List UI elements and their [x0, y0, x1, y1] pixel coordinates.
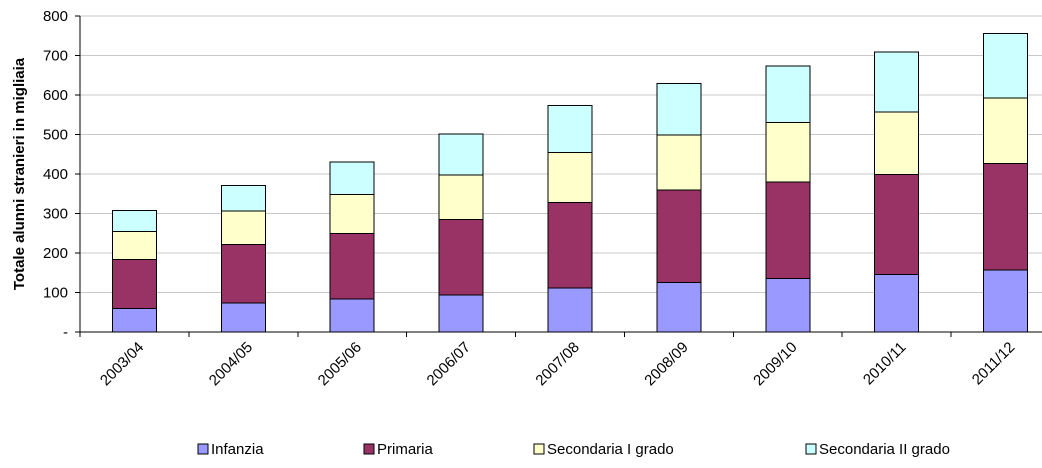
- legend: Infanzia Primaria Secondaria I grado Second…: [197, 441, 950, 458]
- x-tick-label: 2004/05: [206, 339, 256, 389]
- x-tick-label: 2006/07: [424, 339, 474, 389]
- y-tick-label: 600: [43, 87, 68, 104]
- legend-swatch: [805, 443, 817, 455]
- bar-segment: [220, 244, 266, 304]
- legend-swatch: [533, 443, 545, 455]
- legend-item: Secondaria I grado: [533, 441, 674, 458]
- x-tick-label: 2011/12: [969, 339, 1019, 389]
- bar-segment: [329, 232, 375, 300]
- bar-segment: [983, 97, 1029, 165]
- y-tick-label: 500: [43, 127, 68, 144]
- x-tick-labels: 2003/04 2004/05 2005/06 2006/07 2007/08 2008/…: [79, 332, 1019, 389]
- bar-segment: [329, 194, 375, 234]
- y-tick-label: 100: [43, 285, 68, 302]
- bar-segment: [438, 133, 484, 176]
- bar-segment: [983, 32, 1029, 99]
- x-tick-label: 2009/10: [750, 339, 800, 389]
- x-tick-label: 2005/06: [315, 339, 365, 389]
- y-tick-label: 300: [43, 206, 68, 223]
- bar-segment: [111, 308, 157, 333]
- bar-segment: [874, 274, 920, 333]
- legend-label: Secondaria I grado: [547, 441, 674, 458]
- x-tick-label: 2010/11: [860, 339, 910, 389]
- bar-segment: [220, 302, 266, 333]
- bar-segment: [329, 161, 375, 196]
- y-tick-label: -: [63, 324, 68, 341]
- bar-segment: [983, 269, 1029, 333]
- y-tick-labels: - 100 200 300 400 500 600 700 800: [43, 8, 68, 341]
- bar-segment: [329, 298, 375, 333]
- bar-segment: [874, 173, 920, 276]
- bar-segment: [547, 287, 593, 333]
- bar-segment: [765, 278, 811, 333]
- y-tick-label: 700: [43, 48, 68, 65]
- bar-segment: [874, 51, 920, 113]
- y-tick-label: 200: [43, 245, 68, 262]
- bar-segment: [765, 121, 811, 183]
- bar-segment: [438, 174, 484, 220]
- y-tick-label: 800: [43, 8, 68, 25]
- bar-segment: [874, 111, 920, 175]
- bar-segment: [220, 184, 266, 212]
- bar-segment: [438, 294, 484, 333]
- bar-segment: [111, 231, 157, 261]
- axes: [79, 16, 1042, 333]
- bar-segment: [547, 104, 593, 154]
- bar-segment: [765, 181, 811, 280]
- bar-segment: [547, 201, 593, 289]
- legend-label: Infanzia: [211, 441, 264, 458]
- legend-item: Secondaria II grado: [805, 441, 950, 458]
- bar-segment: [656, 134, 702, 191]
- bars: [111, 32, 1029, 333]
- bar-segment: [111, 259, 157, 310]
- bar-segment: [656, 83, 702, 136]
- legend-swatch: [363, 443, 375, 455]
- legend-label: Primaria: [377, 441, 433, 458]
- legend-item: Infanzia: [197, 441, 264, 458]
- y-tick-label: 400: [43, 166, 68, 183]
- bar-segment: [656, 282, 702, 333]
- x-tick-label: 2003/04: [97, 339, 147, 389]
- legend-label: Secondaria II grado: [819, 441, 950, 458]
- bar-segment: [111, 210, 157, 233]
- bar-segment: [547, 152, 593, 203]
- bar-segment: [983, 163, 1029, 271]
- x-tick-label: 2007/08: [532, 339, 582, 389]
- bar-segment: [765, 65, 811, 123]
- legend-swatch: [197, 443, 209, 455]
- y-axis-title: Totale alunni stranieri in migliaia: [11, 57, 28, 290]
- bar-segment: [656, 189, 702, 284]
- legend-item: Primaria: [363, 441, 433, 458]
- x-tick-label: 2008/09: [641, 339, 691, 389]
- bar-segment: [438, 218, 484, 296]
- bar-segment: [220, 210, 266, 246]
